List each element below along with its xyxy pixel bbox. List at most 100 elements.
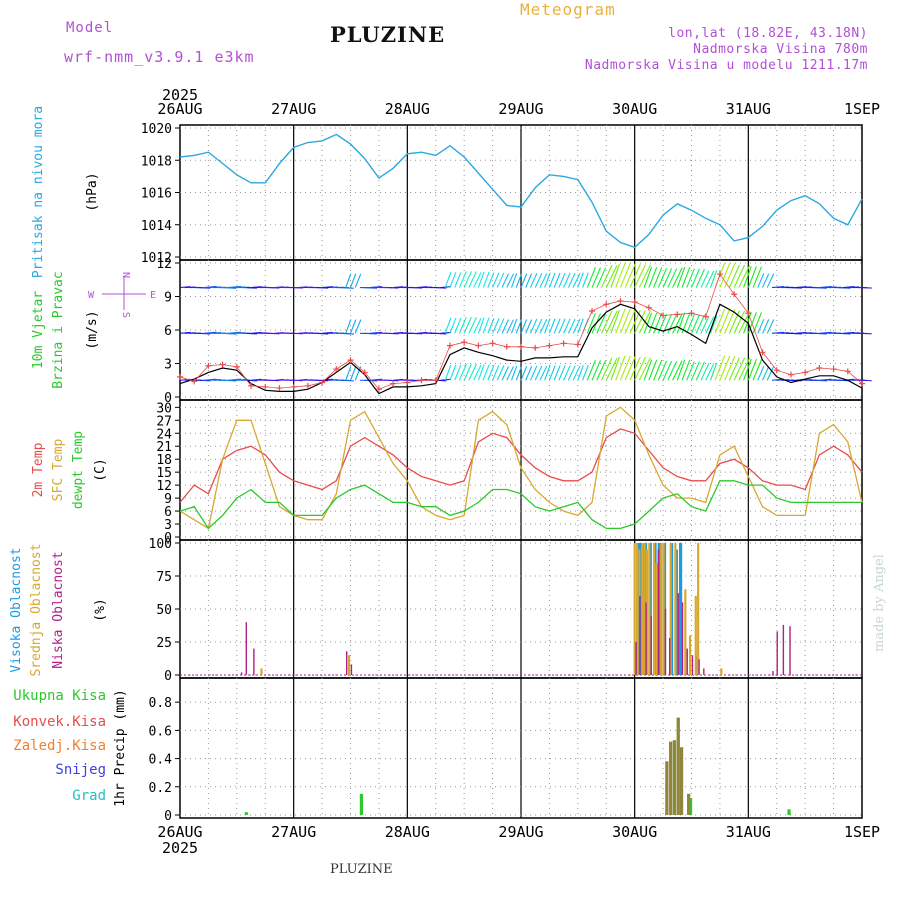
wind-barb xyxy=(520,319,528,334)
x-tick-label-bottom: 1SEP xyxy=(844,823,880,841)
low-cloud-axis-title: Niska Oblacnost xyxy=(51,551,66,668)
wind-barb xyxy=(667,361,678,381)
x-tick-label-bottom: 27AUG xyxy=(271,823,316,841)
wind-barb xyxy=(724,355,736,381)
conv-precip-bar xyxy=(665,761,669,815)
wind-barb-layer xyxy=(179,262,872,382)
wind-barb xyxy=(473,364,482,381)
wind-barb xyxy=(511,365,518,381)
wind-barb xyxy=(529,365,538,381)
station-coordinates: lon,lat (18.82E, 43.18N) xyxy=(668,26,868,41)
wind-barb xyxy=(553,365,561,381)
wind-barb xyxy=(619,263,631,288)
x-tick-label-top: 30AUG xyxy=(612,100,657,118)
y-tick-label: 75 xyxy=(156,570,172,585)
mid-cloud-bar xyxy=(669,543,672,675)
wind-barb xyxy=(610,309,620,334)
x-tick-label-top: 26AUG xyxy=(157,100,202,118)
wind-barb xyxy=(766,319,775,334)
wind-barb xyxy=(605,310,618,334)
wind-barb xyxy=(686,314,695,334)
wind-barb xyxy=(686,361,695,381)
y-tick-label: 1014 xyxy=(141,219,172,234)
wind-barb xyxy=(615,355,626,381)
mid-cloud-bar xyxy=(660,543,663,675)
wind-barb xyxy=(638,264,652,288)
low-cloud-bar xyxy=(681,602,684,675)
wind-barb xyxy=(705,363,715,381)
year-label-top: 2025 xyxy=(162,86,198,104)
wind-barb xyxy=(724,308,736,334)
wind-barb xyxy=(686,268,695,288)
wind-barb xyxy=(672,267,683,288)
wind-barb xyxy=(690,361,700,381)
wind-barb xyxy=(709,269,718,288)
wind-barb xyxy=(449,272,457,288)
pressure-axis-title: Pritisak na nivou mora xyxy=(31,106,46,278)
wind-barb xyxy=(728,310,740,334)
y-tick-label: 12 xyxy=(156,257,172,272)
high-cloud-bar xyxy=(657,543,661,675)
y-tick-label: 6 xyxy=(164,324,172,339)
x-tick-label-bottom: 29AUG xyxy=(498,823,543,841)
wind-barb xyxy=(657,268,668,288)
model-name: wrf-nmm_v3.9.1 e3km xyxy=(64,48,255,66)
sfc-temp-axis-title: SFC Temp xyxy=(51,439,66,502)
low-cloud-bar xyxy=(635,642,637,675)
wind-barb xyxy=(695,268,706,288)
wind-barb xyxy=(596,360,607,381)
wind-barb xyxy=(468,363,477,381)
wind-barb xyxy=(534,318,543,334)
wind-barb xyxy=(624,308,636,334)
low-cloud-bar xyxy=(776,631,778,675)
wind-unit-label: (m/s) xyxy=(85,310,100,349)
y-tick-label: 50 xyxy=(156,603,172,618)
wind-barb xyxy=(643,266,653,288)
mid-cloud-bar xyxy=(641,543,644,675)
wind-barb xyxy=(638,357,652,381)
wind-barb xyxy=(492,318,500,334)
wind-barb xyxy=(738,357,751,381)
precip-legend-item: Konvek.Kisa xyxy=(13,714,106,730)
y-tick-label: 6 xyxy=(164,505,172,520)
compass-south: S xyxy=(120,312,131,318)
wind-barb xyxy=(624,263,636,288)
model-elevation: Nadmorska Visina u modelu 1211.17m xyxy=(584,58,868,73)
wind-barb xyxy=(762,273,770,288)
wind-barb xyxy=(733,264,746,288)
mid-cloud-bar xyxy=(260,668,263,675)
x-tick-label-bottom: 28AUG xyxy=(385,823,430,841)
wind-barb xyxy=(444,364,452,381)
wind-barb xyxy=(648,312,658,334)
wind-barb xyxy=(601,310,613,334)
wind-barb xyxy=(477,317,485,334)
precip-legend-item: Snijeg xyxy=(55,762,106,778)
wind-barb xyxy=(548,272,556,288)
wind-barb xyxy=(458,316,467,334)
y-tick-label: 21 xyxy=(156,440,172,455)
wind-barb xyxy=(463,363,472,381)
wind-barb xyxy=(548,365,556,381)
precip-legend-item: Ukupna Kisa xyxy=(13,688,106,704)
wind-barb xyxy=(605,357,618,381)
wind-barb xyxy=(563,272,571,288)
wind-barb xyxy=(596,313,607,334)
y-tick-label: 100 xyxy=(149,537,172,552)
wind-barb xyxy=(454,317,462,334)
mid-cloud-bar xyxy=(674,543,677,675)
wind-barb xyxy=(449,317,457,334)
pressure-line xyxy=(179,133,863,249)
wind-barb xyxy=(454,272,462,288)
mid-cloud-bar xyxy=(645,549,649,675)
wind-barb xyxy=(766,273,775,288)
wind-barb xyxy=(349,319,357,334)
wind-barb xyxy=(501,319,510,334)
wind-barb xyxy=(487,272,495,288)
mid-cloud-bar xyxy=(648,543,651,675)
wind-barb xyxy=(340,379,354,382)
wind-barb xyxy=(610,356,620,381)
wind-barb xyxy=(349,273,357,288)
wind-barb xyxy=(766,366,775,381)
wind-barb xyxy=(506,273,514,288)
